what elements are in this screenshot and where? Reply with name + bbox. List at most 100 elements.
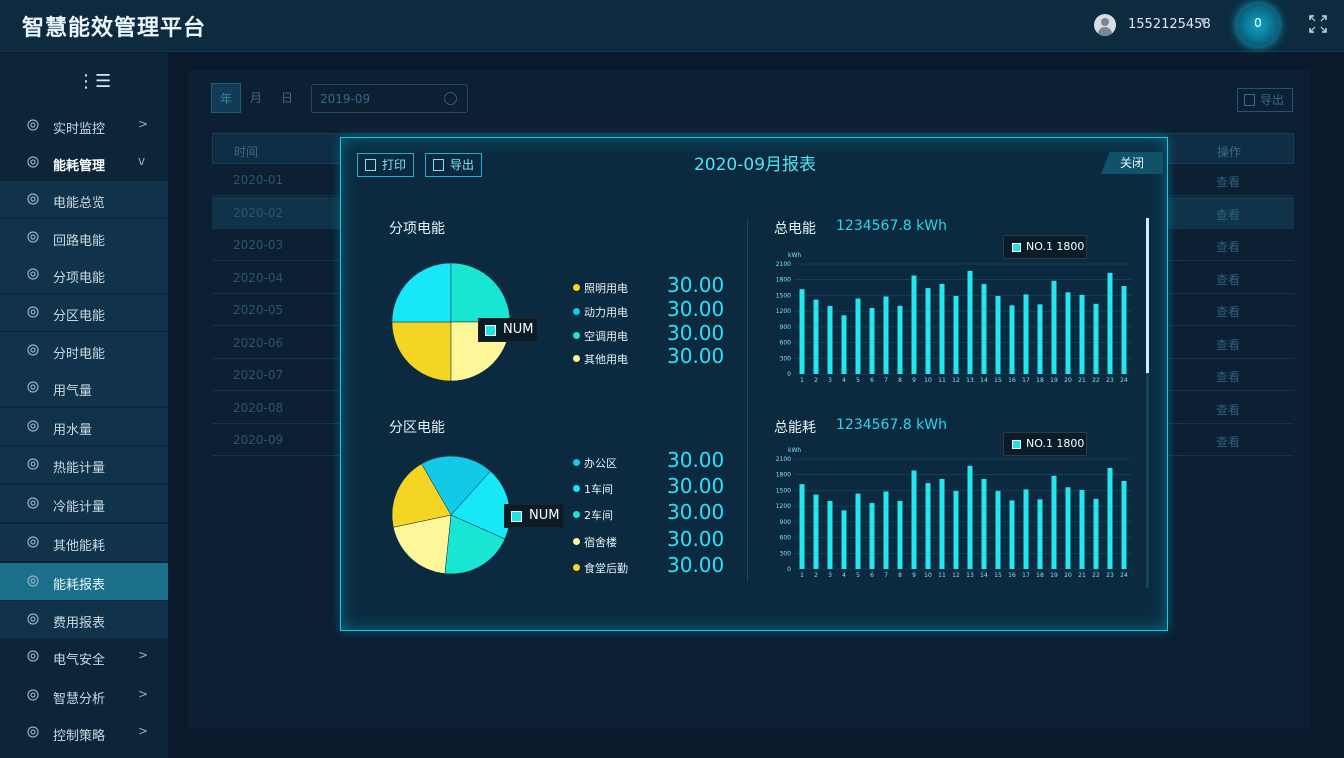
tab-year[interactable]: 年 xyxy=(211,83,241,113)
bar[interactable] xyxy=(925,483,931,569)
bar[interactable] xyxy=(1051,280,1057,374)
sidebar-item-2[interactable]: 电能总览 xyxy=(0,181,168,219)
bar[interactable] xyxy=(869,308,875,374)
sidebar-item-16[interactable]: 控制策略 > xyxy=(0,714,168,752)
sidebar-item-14[interactable]: 电气安全 > xyxy=(0,638,168,676)
username[interactable]: 1552125458 xyxy=(1128,17,1211,32)
modal-scrollbar[interactable] xyxy=(1146,218,1149,588)
bar[interactable] xyxy=(855,298,861,374)
pie-slice[interactable] xyxy=(392,514,452,574)
sidebar-item-7[interactable]: 用气量 xyxy=(0,369,168,407)
view-link[interactable]: 查看 xyxy=(1216,240,1241,254)
search-icon[interactable] xyxy=(444,92,457,105)
bar[interactable] xyxy=(1009,305,1015,374)
bar[interactable] xyxy=(995,295,1001,374)
bar[interactable] xyxy=(1121,481,1127,569)
sidebar-item-15[interactable]: 智慧分析 > xyxy=(0,677,168,715)
bar[interactable] xyxy=(995,490,1001,569)
bar[interactable] xyxy=(841,510,847,569)
sidebar-item-label: 电能总览 xyxy=(53,196,106,211)
bar[interactable] xyxy=(1079,294,1085,374)
bar[interactable] xyxy=(855,493,861,569)
sidebar-item-5[interactable]: 分区电能 xyxy=(0,294,168,332)
sidebar-item-9[interactable]: 热能计量 xyxy=(0,446,168,484)
bar[interactable] xyxy=(897,500,903,569)
bar[interactable] xyxy=(827,500,833,569)
bar[interactable] xyxy=(813,494,819,569)
modal-scroll-thumb[interactable] xyxy=(1146,218,1149,373)
bar[interactable] xyxy=(799,289,805,374)
view-link[interactable]: 查看 xyxy=(1216,435,1241,449)
view-link[interactable]: 查看 xyxy=(1216,402,1241,417)
sidebar-item-3[interactable]: 回路电能 xyxy=(0,219,168,257)
date-input[interactable]: 2019-09 xyxy=(311,84,468,113)
bar[interactable] xyxy=(897,305,903,374)
sidebar-item-6[interactable]: 分时电能 xyxy=(0,332,168,370)
sidebar-item-10[interactable]: 冷能计量 xyxy=(0,485,168,523)
pie-slice[interactable] xyxy=(391,321,452,382)
pie-slice[interactable] xyxy=(444,514,506,575)
bar[interactable] xyxy=(1037,499,1043,569)
bar[interactable] xyxy=(1093,303,1099,374)
bar[interactable] xyxy=(1107,272,1113,374)
modal-export-button[interactable]: 导出 xyxy=(425,153,482,177)
bar[interactable] xyxy=(1023,489,1029,569)
bar[interactable] xyxy=(1065,292,1071,374)
pie-slice[interactable] xyxy=(391,463,452,528)
bar[interactable] xyxy=(1051,475,1057,569)
bar[interactable] xyxy=(813,299,819,374)
export-button[interactable]: 导出 xyxy=(1237,88,1293,112)
pie-slice[interactable] xyxy=(391,262,452,323)
bar[interactable] xyxy=(1079,489,1085,569)
bar[interactable] xyxy=(953,490,959,569)
view-link[interactable]: 查看 xyxy=(1216,272,1241,287)
bar[interactable] xyxy=(1009,500,1015,569)
bar[interactable] xyxy=(911,275,917,374)
bar[interactable] xyxy=(981,283,987,374)
sidebar-item-13[interactable]: 费用报表 xyxy=(0,601,168,639)
bar[interactable] xyxy=(981,478,987,569)
view-link[interactable]: 查看 xyxy=(1216,175,1241,189)
sidebar-item-1[interactable]: 能耗管理 v xyxy=(0,144,168,182)
sidebar-item-8[interactable]: 用水量 xyxy=(0,408,168,446)
tab-month[interactable]: 月 xyxy=(249,91,262,105)
bar[interactable] xyxy=(911,470,917,569)
bar[interactable] xyxy=(953,295,959,374)
bar[interactable] xyxy=(1023,294,1029,374)
bar[interactable] xyxy=(883,491,889,569)
bar[interactable] xyxy=(827,305,833,374)
bar[interactable] xyxy=(1037,304,1043,374)
bar[interactable] xyxy=(799,484,805,569)
sidebar-item-4[interactable]: 分项电能 xyxy=(0,256,168,294)
fullscreen-icon[interactable] xyxy=(1308,14,1328,34)
bar[interactable] xyxy=(939,478,945,569)
bar[interactable] xyxy=(967,465,973,569)
sidebar-item-0[interactable]: 实时监控 > xyxy=(0,107,168,145)
bar[interactable] xyxy=(883,296,889,374)
bar[interactable] xyxy=(925,288,931,374)
pie-slice[interactable] xyxy=(450,262,511,323)
bar[interactable] xyxy=(1107,467,1113,569)
view-link[interactable]: 查看 xyxy=(1216,305,1241,319)
pie-slice[interactable] xyxy=(421,455,491,516)
bar[interactable] xyxy=(939,283,945,374)
bar[interactable] xyxy=(1065,487,1071,569)
bar[interactable] xyxy=(967,270,973,374)
bar[interactable] xyxy=(1093,498,1099,569)
sidebar-item-12[interactable]: 能耗报表 xyxy=(0,563,168,601)
view-link[interactable]: 查看 xyxy=(1216,207,1241,222)
bar[interactable] xyxy=(841,315,847,374)
pie-slice[interactable] xyxy=(450,470,511,540)
notification-badge[interactable]: 0 xyxy=(1237,4,1279,46)
close-button[interactable]: 关闭 xyxy=(1101,152,1163,174)
view-link[interactable]: 查看 xyxy=(1216,370,1241,384)
tab-day[interactable]: 日 xyxy=(280,91,293,105)
chevron-down-icon[interactable]: ▼ xyxy=(1200,17,1207,27)
print-button[interactable]: 打印 xyxy=(357,153,414,177)
menu-collapse-icon[interactable]: ⋮☰ xyxy=(77,71,112,92)
sidebar-item-11[interactable]: 其他能耗 xyxy=(0,524,168,562)
avatar[interactable] xyxy=(1094,14,1116,36)
view-link[interactable]: 查看 xyxy=(1216,337,1241,352)
bar[interactable] xyxy=(1121,286,1127,374)
bar[interactable] xyxy=(869,503,875,569)
